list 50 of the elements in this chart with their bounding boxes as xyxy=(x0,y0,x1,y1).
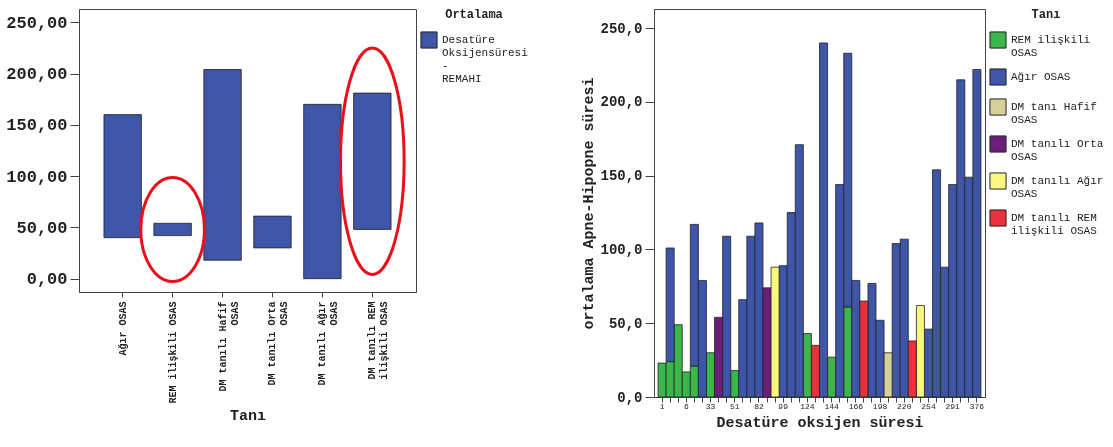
x-tick-label: 166 xyxy=(848,401,864,411)
x-tick-label: 254 xyxy=(921,401,936,411)
x-tick-label: Ağır OSAS xyxy=(117,301,129,356)
bar xyxy=(353,92,392,230)
x-tick-label: DM tanılı Ağır OSAS xyxy=(317,301,341,386)
x-tick-label: 1 xyxy=(659,401,665,411)
x-axis-title: Tanı xyxy=(229,407,267,425)
legend-label: Ağır OSAS xyxy=(1011,71,1071,83)
bar xyxy=(253,215,292,249)
x-tick-label: 291 xyxy=(945,401,961,411)
y-tick-label: 200,00 xyxy=(6,65,68,85)
x-tick-label: 6 xyxy=(683,401,689,411)
y-tick-label: 250,0 xyxy=(600,20,643,37)
y-tick-label: 200,0 xyxy=(600,94,643,111)
y-tick-label: 0,0 xyxy=(617,389,643,406)
x-tick-label: DM tanılı Hafif OSAS xyxy=(217,301,241,392)
x-tick-label: 144 xyxy=(824,401,840,411)
legend-label: Desatüre Oksijensüresi - REMAHI xyxy=(442,34,529,85)
x-tick-label: DM tanılı REM ilişkili OSAS xyxy=(367,301,391,380)
legend-label: DM tanılı Orta OSAS xyxy=(1011,138,1104,163)
bar xyxy=(203,69,242,261)
x-tick-label: 99 xyxy=(778,401,789,411)
bar xyxy=(303,103,342,280)
legend-label: REM ilişkili OSAS xyxy=(1011,34,1091,59)
bar xyxy=(103,114,142,239)
x-tick-label: DM tanılı Orta OSAS xyxy=(267,301,291,386)
y-tick-label: 50,0 xyxy=(608,315,643,332)
y-axis-title: ortalama Apne-Hipopne süresi xyxy=(581,77,599,330)
x-tick-label: 51 xyxy=(729,401,740,411)
x-tick-label: 198 xyxy=(872,401,888,411)
y-tick-label: 150,00 xyxy=(6,116,68,136)
y-tick-label: 100,0 xyxy=(600,241,643,258)
y-tick-label: 150,0 xyxy=(600,168,643,185)
legend-label: DM tanı Hafif OSAS xyxy=(1011,101,1097,126)
bar xyxy=(153,222,192,237)
legend-title: Tanı xyxy=(1031,8,1061,22)
x-tick-label: 124 xyxy=(800,401,815,411)
x-tick-label: REM ilişkili OSAS xyxy=(167,301,179,404)
y-tick-label: 50,00 xyxy=(16,218,68,238)
legend-label: DM tanılı Ağır OSAS xyxy=(1011,175,1104,200)
x-tick-label: 82 xyxy=(754,401,764,411)
y-tick-label: 0,00 xyxy=(26,270,68,290)
x-tick-label: 376 xyxy=(969,401,985,411)
y-tick-label: 250,00 xyxy=(6,13,68,33)
legend-title: Ortalama xyxy=(445,8,503,22)
y-tick-label: 100,00 xyxy=(6,167,68,187)
x-tick-label: 220 xyxy=(897,401,912,411)
x-tick-label: 33 xyxy=(705,401,716,411)
x-axis-title: Desatüre oksijen süresi xyxy=(716,414,924,432)
legend-label: DM tanılı REM ilişkili OSAS xyxy=(1011,212,1098,237)
